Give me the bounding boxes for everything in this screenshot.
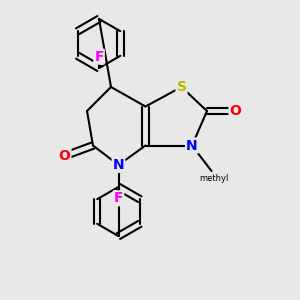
Text: S: S (176, 80, 187, 94)
Text: F: F (94, 50, 104, 64)
Text: N: N (186, 139, 198, 152)
Text: methyl: methyl (199, 174, 229, 183)
Text: F: F (114, 191, 123, 205)
Text: N: N (113, 158, 124, 172)
Text: O: O (58, 149, 70, 163)
Text: O: O (230, 104, 242, 118)
